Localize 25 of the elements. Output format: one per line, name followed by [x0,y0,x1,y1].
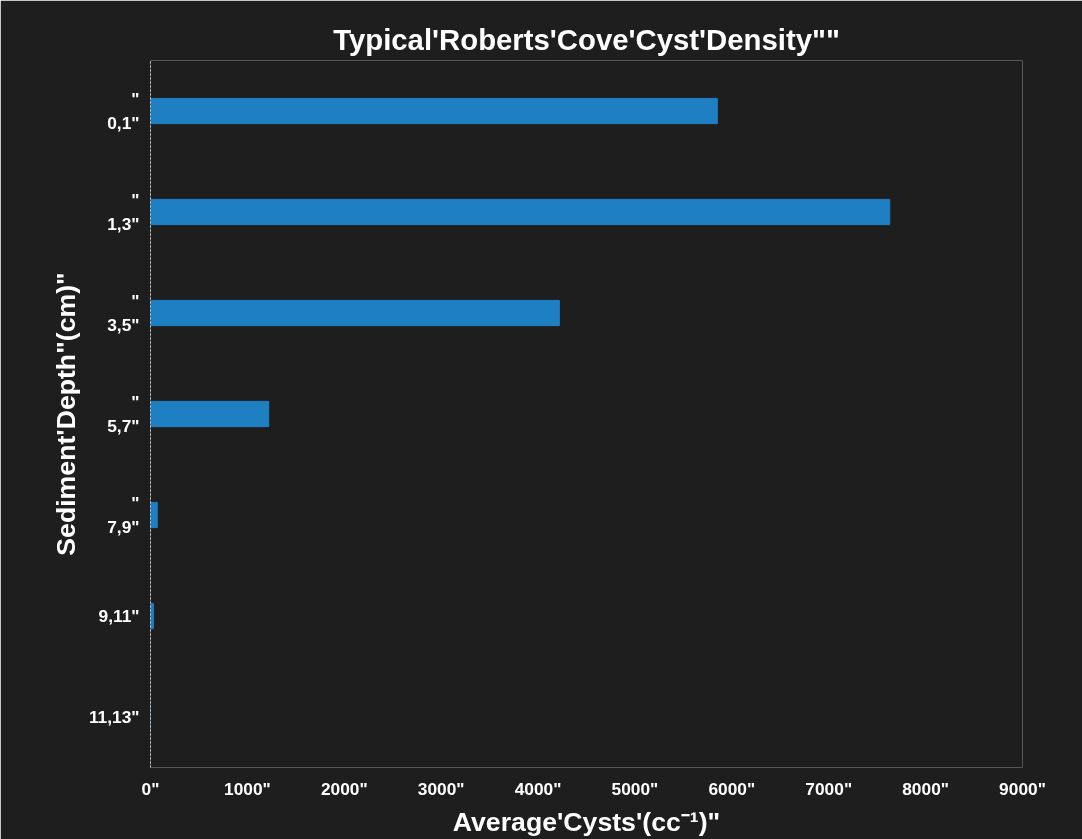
y-tick-label: " 5,7" [107,392,140,436]
x-tick-label: 3000" [417,778,465,799]
x-tick-label: 5000" [611,778,659,799]
y-tick-label: " 0,1" [107,89,140,133]
bar [150,501,158,529]
y-tick-label: " 7,9" [107,493,140,537]
y-tick-label: " 3,5" [107,291,140,335]
y-axis-title: Sediment'Depth"(cm)" [50,272,81,556]
x-tick-label: 1000" [224,778,271,799]
x-tick-label: 2000" [320,778,368,799]
y-tick-label: 9,11" [98,606,140,626]
bar [150,299,560,327]
x-tick-label: 4000" [514,778,562,799]
x-tick-label: 7000" [805,778,853,799]
x-tick-label: 9000" [999,778,1046,799]
x-axis-title: Average'Cysts'(cc⁻¹)" [452,806,721,837]
bar [150,97,718,125]
x-tick-label: 0" [141,778,160,799]
y-tick-label: 11,13" [88,707,140,727]
chart-title: Typical'Roberts'Cove'Cyst'Density"" [333,22,840,56]
y-tick-label: " 1,3" [107,190,140,234]
bar [150,400,270,428]
x-tick-label: 8000" [902,778,949,799]
bar [150,198,891,226]
x-tick-label: 6000" [708,778,756,799]
